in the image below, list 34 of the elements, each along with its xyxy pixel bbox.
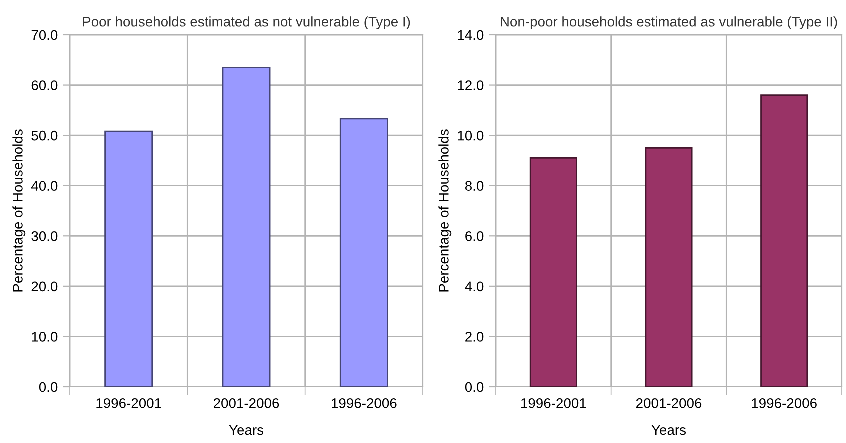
bar — [530, 158, 578, 387]
y-axis-title: Percentage of Households — [12, 130, 26, 292]
y-axis-title: Percentage of Households — [438, 130, 452, 292]
y-tick-label: 6.0 — [466, 231, 484, 242]
x-tick-label: 1996-2006 — [752, 398, 817, 408]
x-tick-label: 1996-2001 — [96, 398, 162, 408]
y-tick-label: 50.0 — [32, 130, 58, 141]
y-tick-label: 10.0 — [458, 130, 484, 141]
y-tick-label: 30.0 — [32, 231, 58, 242]
bar — [222, 66, 271, 387]
bar — [760, 94, 808, 387]
y-tick-label: 4.0 — [465, 282, 484, 292]
bar — [645, 147, 693, 387]
bar — [104, 130, 154, 387]
y-tick-label: 40.0 — [31, 181, 58, 192]
chart-title: Poor households estimated as not vulnerable (Type I) — [83, 16, 410, 30]
y-tick-label: 0.0 — [465, 382, 484, 392]
x-tick-label: 2001-2006 — [636, 398, 702, 408]
bar — [340, 118, 388, 387]
y-tick-label: 60.0 — [32, 80, 58, 90]
x-axis-title: Years — [229, 425, 264, 436]
y-tick-label: 14.0 — [458, 30, 484, 40]
y-tick-label: 2.0 — [466, 332, 484, 342]
x-tick-label: 1996-2006 — [332, 398, 397, 408]
y-tick-label: 20.0 — [32, 282, 58, 292]
x-tick-label: 1996-2001 — [522, 398, 586, 408]
y-tick-label: 8.0 — [465, 181, 484, 192]
y-tick-label: 0.0 — [39, 382, 58, 392]
x-tick-label: 2001-2006 — [214, 398, 280, 408]
x-axis-title: Years — [652, 425, 686, 436]
y-tick-label: 10.0 — [32, 332, 58, 342]
y-tick-label: 12.0 — [458, 80, 484, 90]
chart-title: Non-poor households estimated as vulnerable (Type II) — [501, 16, 838, 30]
y-tick-label: 70.0 — [32, 30, 58, 40]
